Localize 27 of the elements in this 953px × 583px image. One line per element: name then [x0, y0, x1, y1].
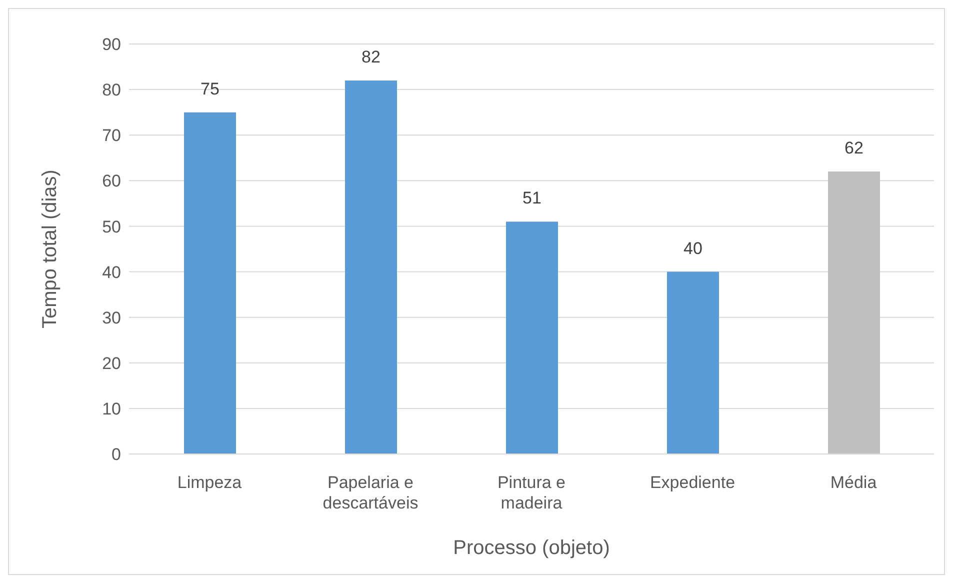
y-tick-label: 30 [102, 308, 121, 328]
data-label: 62 [844, 138, 864, 158]
data-label: 51 [522, 188, 542, 208]
y-tick-label: 40 [102, 262, 121, 282]
x-tick-label: Pintura e madeira [497, 473, 566, 512]
x-axis-title: Processo (objeto) [453, 537, 610, 559]
y-axis-title: Tempo total (dias) [39, 170, 62, 328]
x-tick-label: Limpeza [177, 473, 242, 492]
bar [345, 80, 397, 454]
y-tick-label: 0 [112, 445, 121, 464]
y-tick-label: 80 [102, 80, 121, 100]
y-tick-label: 50 [102, 217, 121, 236]
data-label: 40 [684, 238, 702, 258]
bar [184, 112, 236, 454]
y-tick-label: 70 [102, 126, 121, 146]
data-label: 82 [362, 47, 380, 66]
y-tick-label: 10 [102, 399, 121, 418]
bar [667, 272, 719, 454]
y-tick-label: 60 [102, 172, 121, 191]
x-tick-label: Expediente [650, 473, 736, 492]
y-tick-label: 20 [102, 354, 121, 373]
data-label: 75 [200, 79, 220, 98]
x-tick-label: Papelaria e descartáveis [322, 473, 418, 512]
bar [828, 172, 880, 454]
bar [506, 222, 558, 454]
x-tick-label: Média [830, 473, 878, 492]
y-tick-label: 90 [102, 35, 121, 54]
